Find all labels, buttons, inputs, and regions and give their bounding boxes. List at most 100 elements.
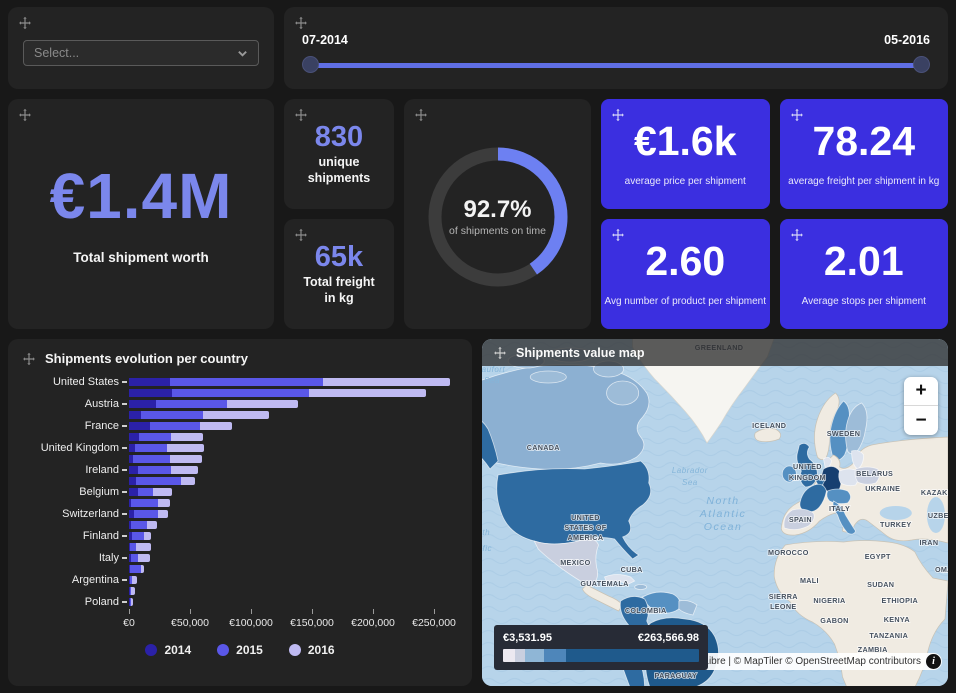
stacked-bar bbox=[129, 499, 170, 507]
bar-row: France bbox=[22, 420, 458, 432]
sea-label: Sea bbox=[484, 376, 500, 385]
x-axis-tick: €100,000 bbox=[229, 617, 273, 629]
drag-handle-icon[interactable] bbox=[18, 16, 32, 30]
slider-track[interactable] bbox=[308, 63, 924, 68]
select-placeholder: Select... bbox=[34, 46, 80, 60]
bar-segment-2016 bbox=[200, 422, 232, 430]
map-label-ukraine: UKRAINE bbox=[865, 484, 900, 493]
kpi-row: €1.4M Total shipment worth 830 unique sh… bbox=[8, 99, 948, 329]
drag-handle-icon[interactable] bbox=[18, 108, 32, 122]
legend-dot bbox=[217, 644, 230, 656]
bar-segment-2015 bbox=[130, 565, 141, 573]
drag-handle-icon[interactable] bbox=[790, 108, 804, 122]
bar-segment-2015 bbox=[156, 400, 227, 408]
bar-segment-2014 bbox=[129, 400, 156, 408]
bottom-row: Shipments evolution per country United S… bbox=[8, 339, 948, 686]
bar-segment-2014 bbox=[129, 411, 141, 419]
map-label-tanzania: TANZANIA bbox=[869, 631, 908, 640]
range-end-label: 05-2016 bbox=[884, 33, 930, 47]
bar-segment-2015 bbox=[138, 466, 171, 474]
map-label-spain: SPAIN bbox=[789, 515, 812, 524]
bar-row bbox=[22, 433, 458, 441]
info-icon[interactable]: i bbox=[926, 654, 941, 669]
drag-handle-icon[interactable] bbox=[294, 228, 308, 242]
chevron-down-icon bbox=[238, 50, 247, 57]
bar-segment-2015 bbox=[131, 521, 147, 529]
drag-handle-icon[interactable] bbox=[611, 108, 625, 122]
drag-handle-icon[interactable] bbox=[294, 16, 308, 30]
bar-segment-2016 bbox=[181, 477, 195, 485]
bar-segment-2014 bbox=[129, 389, 172, 397]
map-label-egypt: EGYPT bbox=[865, 552, 891, 561]
drag-handle-icon[interactable] bbox=[414, 108, 428, 122]
map-label-america: AMERICA bbox=[568, 533, 604, 542]
bar-segment-2015 bbox=[132, 532, 144, 540]
drag-handle-icon[interactable] bbox=[294, 108, 308, 122]
filter-card: Select... bbox=[8, 7, 274, 89]
stacked-bar bbox=[129, 521, 157, 529]
bar-segment-2015 bbox=[133, 455, 170, 463]
drag-handle-icon[interactable] bbox=[22, 352, 36, 366]
range-start-label: 07-2014 bbox=[302, 33, 348, 47]
stacked-bar bbox=[129, 378, 450, 386]
stacked-bar bbox=[129, 598, 133, 606]
bar-row: Belgium bbox=[22, 486, 458, 498]
slider-handle-start[interactable] bbox=[302, 56, 319, 73]
map-label-iran: IRAN bbox=[919, 538, 938, 547]
chart-title: Shipments evolution per country bbox=[45, 351, 248, 366]
avg-price-label: average price per shipment bbox=[624, 176, 746, 187]
donut-arc bbox=[428, 147, 567, 287]
blue-kpi-grid: €1.6k average price per shipment 78.24 a… bbox=[601, 99, 948, 329]
map-label-leone: LEONE bbox=[770, 602, 796, 611]
bar-row bbox=[22, 543, 458, 551]
map-label-ethiopia: ETHIOPIA bbox=[882, 596, 919, 605]
on-time-value: 92.7% bbox=[463, 195, 532, 223]
drag-handle-icon[interactable] bbox=[790, 228, 804, 242]
bar-segment-2014 bbox=[129, 477, 136, 485]
map-label-kingdom: KINGDOM bbox=[789, 473, 826, 482]
bar-segment-2016 bbox=[167, 444, 204, 452]
map-label-guatemala: GUATEMALA bbox=[580, 579, 629, 588]
drag-handle-icon[interactable] bbox=[611, 228, 625, 242]
bar-segment-2014 bbox=[129, 532, 132, 540]
legend-item-2014[interactable]: 2014 bbox=[145, 643, 191, 657]
bar-chart-legend: 2014 2015 2016 bbox=[22, 643, 458, 657]
legend-item-2016[interactable]: 2016 bbox=[288, 643, 335, 657]
bar-segment-2016 bbox=[138, 554, 150, 562]
legend-label: 2015 bbox=[236, 643, 263, 657]
date-range-slider[interactable] bbox=[302, 56, 930, 74]
country-select[interactable]: Select... bbox=[23, 40, 259, 66]
stacked-bar bbox=[129, 543, 151, 551]
bar-row: Austria bbox=[22, 398, 458, 410]
bar-segment-2015 bbox=[141, 411, 203, 419]
legend-dot bbox=[145, 644, 158, 656]
bar-row: Argentina bbox=[22, 574, 458, 586]
bar-row: Poland bbox=[22, 596, 458, 608]
bar-segment-2016 bbox=[158, 510, 168, 518]
legend-max-value: €263,566.98 bbox=[637, 632, 699, 644]
bar-segment-2014 bbox=[129, 499, 131, 507]
map-label-kenya: KENYA bbox=[884, 615, 911, 624]
top-row: Select... 07-2014 05-2016 bbox=[8, 7, 948, 89]
country-label: Switzerland bbox=[62, 508, 119, 520]
stacked-bar bbox=[129, 444, 204, 452]
stacked-bar bbox=[129, 466, 198, 474]
bar-segment-2016 bbox=[203, 411, 269, 419]
map-label-sweden: SWEDEN bbox=[827, 429, 860, 438]
x-axis-tick: €200,000 bbox=[351, 617, 395, 629]
legend-item-2015[interactable]: 2015 bbox=[217, 643, 263, 657]
chart-title-row: Shipments evolution per country bbox=[22, 351, 458, 366]
bar-row: Italy bbox=[22, 552, 458, 564]
zoom-in-button[interactable]: + bbox=[904, 377, 938, 406]
legend-gradient-bar bbox=[503, 649, 699, 662]
sea-label: Sea bbox=[682, 478, 698, 487]
bar-segment-2014 bbox=[129, 444, 135, 452]
map-label-sudan: SUDAN bbox=[867, 580, 894, 589]
slider-handle-end[interactable] bbox=[913, 56, 930, 73]
bar-segment-2014 bbox=[129, 565, 130, 573]
map-label-nigeria: NIGERIA bbox=[813, 596, 846, 605]
drag-handle-icon[interactable] bbox=[493, 346, 507, 360]
zoom-out-button[interactable]: − bbox=[904, 406, 938, 435]
bar-segment-2016 bbox=[132, 576, 137, 584]
stacked-bar bbox=[129, 422, 232, 430]
